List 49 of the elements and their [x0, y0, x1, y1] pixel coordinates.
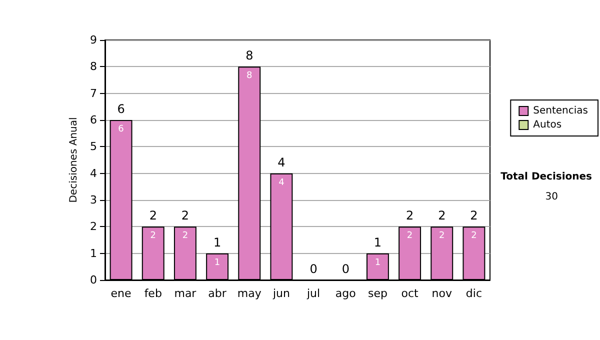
total-label: 0	[342, 262, 350, 276]
data-label: 6	[118, 124, 124, 134]
total-label: 0	[310, 262, 318, 276]
x-tick-label: ene	[110, 287, 132, 300]
x-tick-label: nov	[432, 287, 452, 300]
legend-label: Autos	[533, 120, 562, 130]
total-label: 8	[246, 48, 254, 63]
x-tick-label: feb	[144, 287, 162, 300]
total-label: 1	[374, 235, 382, 250]
y-tick-label: 9	[90, 34, 97, 46]
data-label: 2	[471, 231, 477, 242]
y-tick-label: 0	[90, 274, 97, 286]
data-label: 1	[374, 258, 381, 268]
y-tick-label: 4	[90, 166, 97, 180]
data-label: 4	[278, 178, 285, 188]
y-tick-label: 6	[90, 114, 97, 126]
legend-label: Sentencias	[533, 106, 588, 116]
total-label: 1	[213, 235, 222, 250]
y-tick-label: 2	[90, 220, 97, 234]
y-axis-title: Decisiones Anual	[68, 117, 80, 203]
x-tick-label: sep	[368, 287, 388, 300]
x-tick-label: mar	[174, 287, 197, 300]
y-tick-label: 8	[90, 60, 97, 74]
data-label: 2	[150, 231, 156, 242]
data-label: 8	[246, 71, 253, 82]
total-label: 2	[438, 208, 446, 223]
x-tick-label: ago	[335, 287, 356, 300]
x-tick-label: dic	[466, 287, 482, 300]
total-label: 2	[181, 208, 190, 223]
total-label: 4	[278, 155, 286, 170]
y-tick-label: 1	[90, 246, 97, 260]
data-label: 2	[182, 231, 188, 242]
data-label: 2	[439, 231, 445, 242]
total-label: 2	[149, 208, 157, 223]
data-label: 2	[406, 231, 413, 242]
y-tick-label: 3	[90, 194, 97, 206]
text: 30	[545, 192, 558, 202]
x-tick-label: abr	[208, 287, 227, 300]
x-tick-label: jul	[306, 287, 320, 300]
y-tick-label: 7	[90, 86, 97, 100]
x-tick-label: jun	[272, 287, 290, 300]
total-label: 6	[117, 102, 125, 116]
data-label: 1	[214, 258, 220, 268]
y-tick-label: 5	[90, 140, 97, 154]
total-label: 2	[470, 208, 478, 223]
x-tick-label: may	[237, 287, 262, 300]
text: Total Decisiones	[500, 172, 592, 182]
total-label: 2	[406, 208, 414, 223]
x-tick-label: oct	[401, 287, 420, 300]
